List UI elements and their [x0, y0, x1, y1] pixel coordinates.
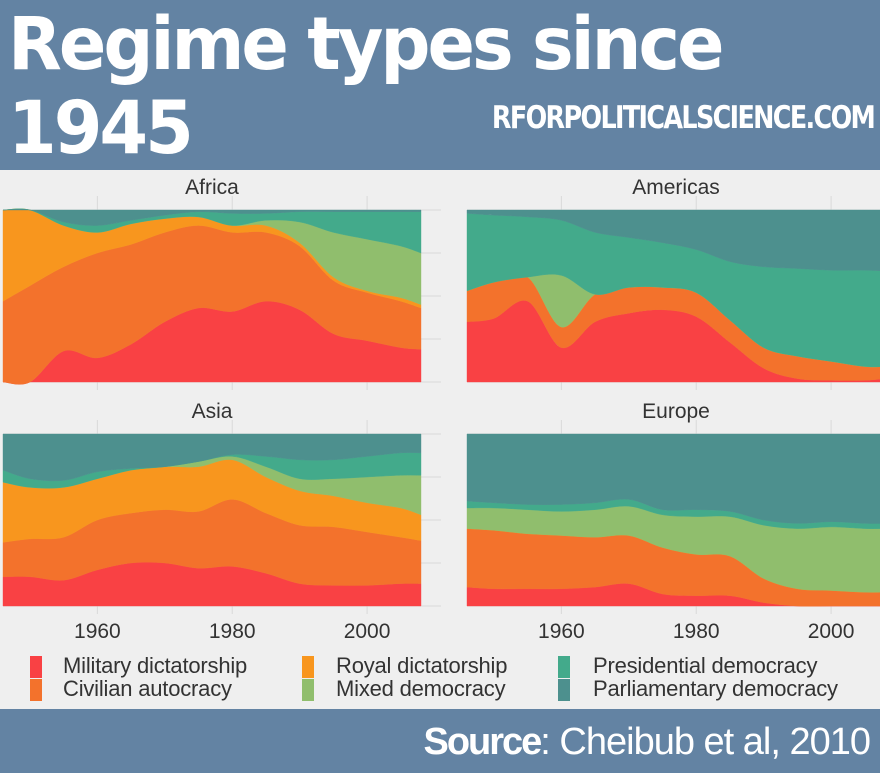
area-parliamentary-democracy — [466, 433, 880, 524]
area-parliamentary-democracy — [466, 209, 880, 271]
x-tick-label: 1960 — [538, 620, 585, 643]
facet-title: Americas — [632, 176, 720, 199]
x-tick-label: 1960 — [74, 620, 121, 643]
faceted-area-chart: Africa Americas Asia 1960 1980 2000 Europe 1960… — [2, 176, 880, 643]
facet-title: Africa — [185, 176, 239, 199]
header-banner: Regime types since 1945 RFORPOLITICALSCI… — [0, 0, 880, 170]
legend-label: Civilian autocracy — [63, 676, 232, 701]
legend: Military dictatorship Civilian autocracy R… — [0, 650, 880, 706]
page-title: Regime types since 1945 — [8, 0, 724, 172]
legend-label: Royal dictatorship — [336, 653, 508, 678]
legend-label: Mixed democracy — [336, 676, 506, 701]
x-tick-label: 2000 — [344, 620, 391, 643]
legend-label: Military dictatorship — [63, 653, 248, 678]
legend-key-military-dictatorship — [30, 656, 42, 678]
x-tick-label: 1980 — [209, 620, 256, 643]
legend-key-presidential-democracy — [558, 656, 570, 678]
facet-title: Europe — [642, 400, 710, 423]
legend-label: Parliamentary democracy — [593, 676, 838, 701]
footer-banner: Source: Cheibub et al, 2010 — [0, 709, 880, 773]
legend-key-mixed-democracy — [302, 679, 314, 701]
source-citation: Source: Cheibub et al, 2010 — [423, 721, 871, 764]
source-text: : Cheibub et al, 2010 — [540, 721, 871, 763]
facet-americas: Americas — [466, 176, 880, 383]
x-tick-label: 1980 — [673, 620, 720, 643]
facet-africa: Africa — [2, 176, 422, 385]
area-parliamentary-democracy — [2, 433, 422, 482]
facet-europe: Europe 1960 1980 2000 — [466, 400, 880, 643]
area-parliamentary-democracy — [2, 208, 422, 226]
site-name: RFORPOLITICALSCIENCE.COM — [491, 100, 876, 136]
facet-asia: Asia 1960 1980 2000 — [2, 400, 422, 643]
legend-key-royal-dictatorship — [302, 656, 314, 678]
x-tick-label: 2000 — [808, 620, 855, 643]
legend-key-parliamentary-democracy — [558, 679, 570, 701]
legend-label: Presidential democracy — [593, 653, 818, 678]
legend-key-civilian-autocracy — [30, 679, 42, 701]
source-label: Source — [423, 721, 542, 763]
facet-title: Asia — [192, 400, 233, 423]
